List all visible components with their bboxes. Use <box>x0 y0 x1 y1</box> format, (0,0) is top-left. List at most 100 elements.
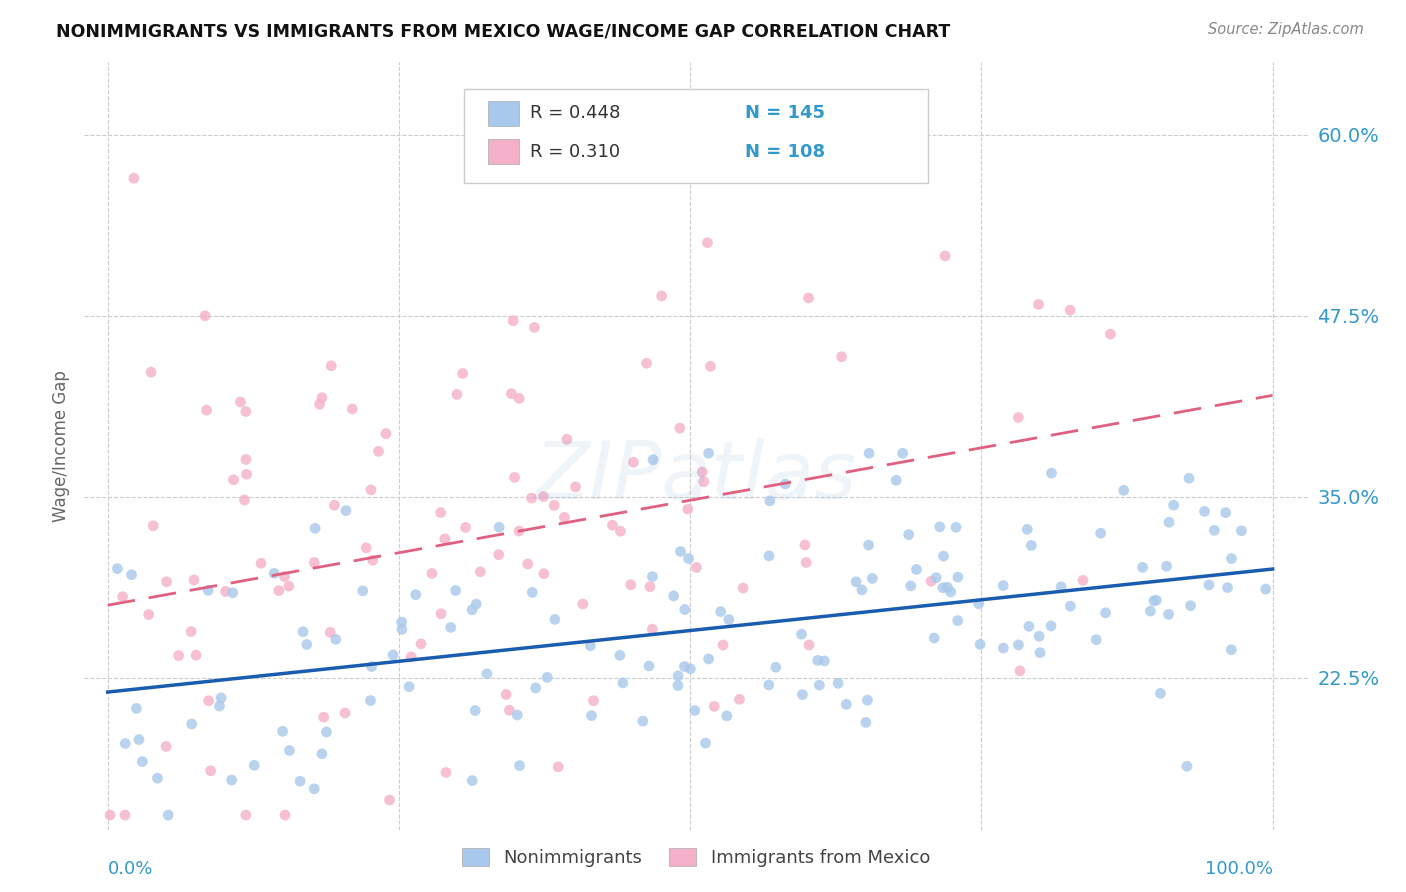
Point <box>1099 327 1122 342</box>
Point <box>969 637 991 651</box>
Point <box>797 638 820 652</box>
Point <box>690 465 713 479</box>
Point <box>693 475 716 489</box>
Point <box>235 404 257 418</box>
Point <box>321 359 343 373</box>
Point <box>501 386 523 401</box>
Point <box>932 581 955 595</box>
Point <box>378 793 401 807</box>
Point <box>146 771 169 785</box>
Point <box>360 659 382 673</box>
Point <box>352 583 374 598</box>
Point <box>315 725 337 739</box>
Point <box>612 676 634 690</box>
Point <box>609 524 631 538</box>
Point <box>638 659 661 673</box>
Point <box>703 699 725 714</box>
Point <box>1028 297 1050 311</box>
Text: R = 0.310: R = 0.310 <box>530 143 620 161</box>
Point <box>125 701 148 715</box>
Point <box>464 704 486 718</box>
Point <box>454 520 477 534</box>
Point <box>1059 599 1081 614</box>
Point <box>197 694 219 708</box>
Point <box>759 493 782 508</box>
Point <box>399 649 422 664</box>
Point <box>858 538 880 552</box>
Point <box>553 510 575 524</box>
Point <box>221 773 243 788</box>
Point <box>717 612 740 626</box>
Point <box>184 648 207 662</box>
Point <box>922 631 945 645</box>
Point <box>524 681 547 695</box>
Point <box>676 502 699 516</box>
Point <box>831 350 853 364</box>
Point <box>993 578 1015 592</box>
Point <box>797 291 820 305</box>
Point <box>564 480 586 494</box>
Point <box>845 574 868 589</box>
Point <box>194 309 217 323</box>
Point <box>335 503 357 517</box>
Point <box>221 586 243 600</box>
Point <box>1132 560 1154 574</box>
Point <box>180 717 202 731</box>
Point <box>1018 619 1040 633</box>
Point <box>856 693 879 707</box>
Point <box>267 583 290 598</box>
Point <box>695 736 717 750</box>
Point <box>1157 516 1180 530</box>
Point <box>716 709 738 723</box>
Text: 100.0%: 100.0% <box>1205 860 1272 878</box>
Point <box>891 446 914 460</box>
Point <box>302 556 325 570</box>
Point <box>311 391 333 405</box>
Point <box>475 666 498 681</box>
Point <box>638 580 661 594</box>
Point <box>572 597 595 611</box>
Point <box>932 549 955 564</box>
Point <box>1156 559 1178 574</box>
Point <box>946 570 969 584</box>
Point <box>623 455 645 469</box>
Point <box>391 615 413 629</box>
Point <box>263 566 285 581</box>
Point <box>360 693 382 707</box>
Point <box>506 708 529 723</box>
Point <box>683 704 706 718</box>
Point <box>271 724 294 739</box>
Point <box>304 521 326 535</box>
Point <box>934 249 956 263</box>
Point <box>905 562 928 576</box>
Point <box>1040 466 1063 480</box>
Point <box>555 433 578 447</box>
Point <box>522 585 544 599</box>
Point <box>946 614 969 628</box>
Point <box>142 518 165 533</box>
Point <box>666 679 689 693</box>
Point <box>122 171 145 186</box>
Point <box>1198 578 1220 592</box>
Point <box>155 739 177 754</box>
Text: N = 108: N = 108 <box>745 143 825 161</box>
Point <box>1204 524 1226 538</box>
Point <box>1094 606 1116 620</box>
Point <box>434 765 457 780</box>
Point <box>1194 504 1216 518</box>
Point <box>673 659 696 673</box>
Point <box>533 566 555 581</box>
Point <box>495 688 517 702</box>
Point <box>1008 664 1031 678</box>
Point <box>697 446 720 460</box>
Point <box>502 314 524 328</box>
Point <box>993 641 1015 656</box>
Point <box>131 755 153 769</box>
Point <box>884 473 907 487</box>
Point <box>1007 638 1029 652</box>
Point <box>277 579 299 593</box>
Point <box>858 446 880 460</box>
Point <box>939 585 962 599</box>
Point <box>429 506 451 520</box>
Point <box>673 602 696 616</box>
